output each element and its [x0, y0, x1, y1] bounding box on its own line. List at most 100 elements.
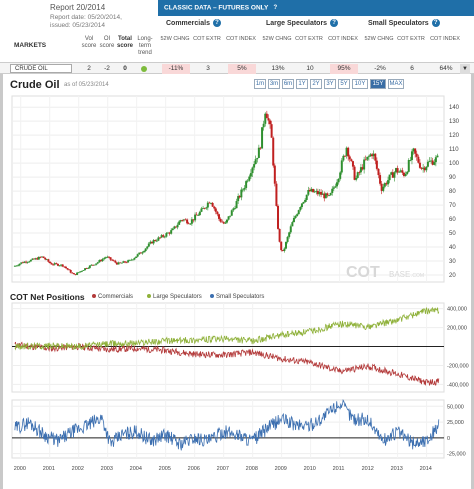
y-tick-label: 70 — [449, 203, 456, 209]
legend-dot-icon — [92, 294, 96, 299]
sub-header: COT EXTR — [193, 36, 221, 42]
candle-body — [356, 172, 359, 178]
trend-indicator-icon — [141, 66, 147, 72]
legend-small-speculators: Small Speculators — [210, 294, 264, 300]
candle-body — [222, 222, 225, 224]
watermark-base: BASE — [389, 270, 410, 279]
range-button-6m[interactable]: 6m — [282, 79, 294, 89]
candle-body — [313, 191, 316, 193]
candle-body — [343, 155, 346, 157]
candle-body — [194, 214, 197, 221]
candle-body — [302, 201, 305, 204]
range-button-3m[interactable]: 3m — [268, 79, 280, 89]
range-button-10y[interactable]: 10Y — [352, 79, 368, 89]
candle-body — [372, 153, 375, 157]
x-tick-label: 2003 — [101, 466, 113, 472]
candle-body — [160, 235, 163, 238]
candle-body — [398, 171, 401, 173]
candle-body — [308, 190, 311, 192]
candle-body — [152, 240, 155, 244]
scroll-down-icon[interactable]: ▼ — [460, 64, 470, 74]
candle-body — [407, 160, 410, 172]
candle-body — [18, 263, 21, 266]
candle-body — [334, 186, 337, 188]
candle-body — [55, 263, 58, 264]
candle-body — [144, 248, 147, 252]
candle-body — [283, 248, 286, 251]
candle-body — [176, 224, 179, 228]
candle-body — [157, 237, 160, 241]
candle-body — [88, 265, 91, 268]
small-extr: 6 — [410, 65, 414, 72]
candle-body — [426, 161, 429, 167]
candle-body — [28, 261, 31, 263]
range-button-1y[interactable]: 1Y — [296, 79, 308, 89]
candle-body — [151, 241, 154, 244]
candle-body — [216, 211, 219, 215]
range-button-2y[interactable]: 2Y — [310, 79, 322, 89]
candle-body — [296, 214, 299, 217]
candle-body — [85, 268, 88, 269]
legend-large-speculators: Large Speculators — [147, 294, 202, 300]
candle-body — [69, 269, 72, 273]
candle-body — [366, 156, 369, 160]
series-line-small-speculators — [14, 399, 440, 451]
candle-body — [307, 190, 310, 195]
x-tick-label: 2001 — [43, 466, 55, 472]
watermark-com: .COM — [411, 273, 424, 279]
candle-body — [72, 273, 75, 275]
group-large-speculators: Large Speculators? — [266, 19, 339, 27]
candle-body — [187, 223, 190, 225]
range-button-1m[interactable]: 1m — [254, 79, 266, 89]
help-icon[interactable]: ? — [212, 19, 221, 27]
range-button-3y[interactable]: 3Y — [324, 79, 336, 89]
report-date: Report date: 05/20/2014, — [50, 14, 122, 21]
candle-body — [29, 259, 32, 262]
candle-body — [34, 258, 37, 260]
range-button-15y[interactable]: 15Y — [370, 79, 386, 89]
candle-body — [267, 118, 270, 121]
range-button-5y[interactable]: 5Y — [338, 79, 350, 89]
candle-body — [380, 183, 383, 191]
candle-body — [168, 232, 171, 234]
help-icon[interactable]: ? — [330, 19, 339, 27]
sub-header: COT INDEX — [328, 36, 358, 42]
candle-body — [269, 120, 272, 125]
market-crude-oil[interactable]: CRUDE OIL — [10, 64, 72, 73]
candle-body — [211, 202, 214, 207]
candle-body — [162, 235, 165, 237]
x-tick-label: 2011 — [333, 466, 345, 472]
help-icon[interactable]: ? — [431, 19, 440, 27]
candle-body — [100, 260, 103, 262]
candle-body — [111, 259, 114, 261]
candle-body — [147, 243, 150, 247]
candle-body — [61, 264, 64, 267]
candle-body — [312, 188, 315, 193]
help-icon[interactable]: ? — [271, 4, 280, 12]
candle-body — [246, 180, 249, 182]
candle-body — [143, 251, 146, 253]
candle-body — [114, 260, 117, 263]
y-tick-label: 60 — [449, 217, 456, 223]
candle-body — [23, 261, 26, 263]
y-tick-label: 25,000 — [447, 420, 464, 426]
candle-body — [273, 165, 276, 184]
candle-body — [25, 261, 28, 263]
candle-body — [71, 272, 74, 274]
report-issued: issued: 05/23/2014 — [50, 22, 105, 29]
markets-header: MARKETS — [14, 42, 47, 49]
candle-body — [36, 258, 39, 260]
candle-body — [202, 207, 205, 209]
candle-body — [423, 167, 426, 171]
candle-body — [93, 264, 96, 266]
candle-body — [323, 193, 326, 199]
candle-body — [170, 230, 173, 234]
candle-body — [79, 271, 82, 273]
range-button-max[interactable]: MAX — [388, 79, 404, 89]
y-tick-label: 50,000 — [447, 404, 464, 410]
candle-body — [412, 148, 415, 152]
candle-body — [227, 216, 230, 220]
candle-body — [284, 241, 287, 249]
series-line-large-speculators — [14, 306, 440, 351]
table-row[interactable]: CRUDE OIL 2 -2 0 -11% 3 5% 13% 10 95% -2… — [0, 62, 474, 74]
